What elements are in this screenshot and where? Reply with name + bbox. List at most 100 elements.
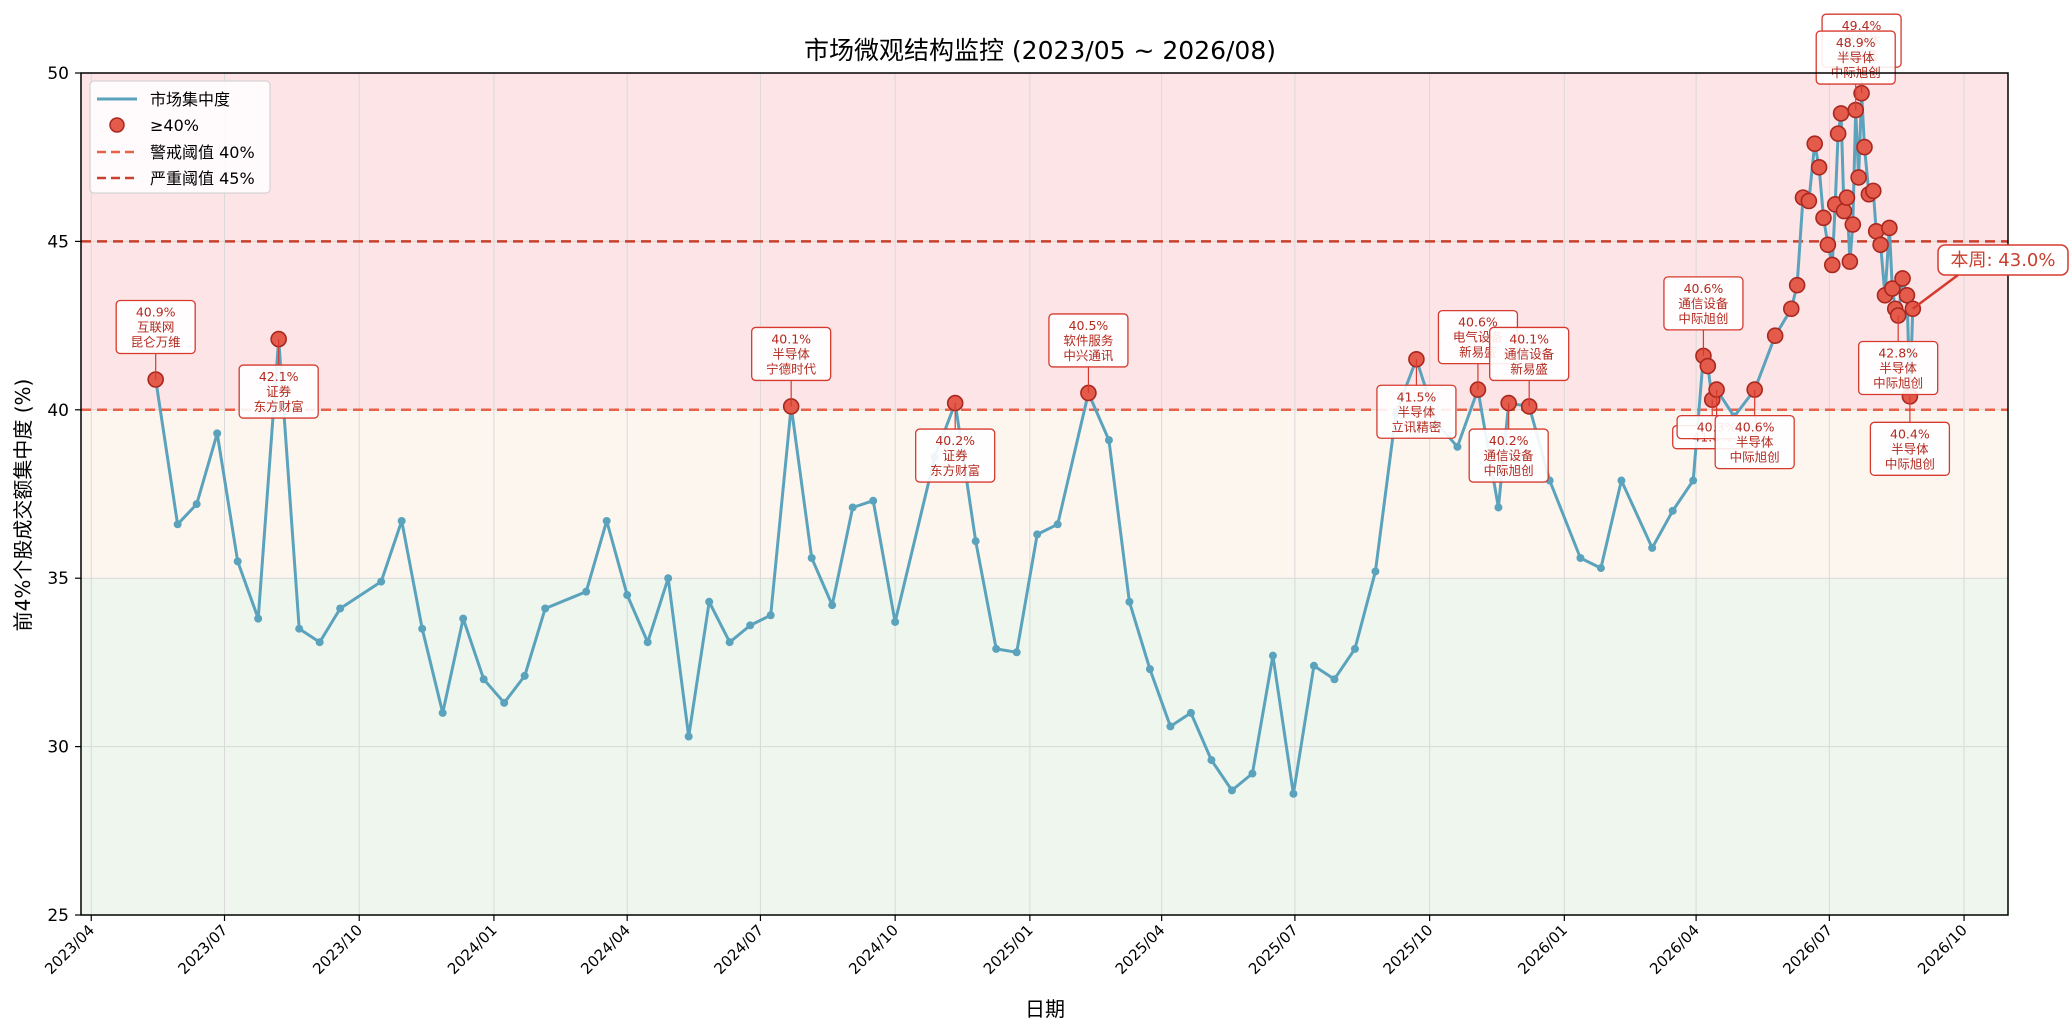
annotation-box <box>1858 340 1939 396</box>
data-point <box>520 671 529 680</box>
annotation-text: 半导体 <box>772 346 810 361</box>
annotation-text: 立讯精密 <box>1391 419 1441 434</box>
y-tick-label: 35 <box>47 569 69 589</box>
data-point <box>233 557 242 566</box>
data-point <box>377 577 386 586</box>
x-tick-label: 2025/04 <box>1112 921 1169 978</box>
annotation-text: 中际旭创 <box>1885 456 1935 471</box>
annotation-text: 49.4% <box>1842 18 1882 33</box>
annotation-box <box>238 364 319 419</box>
x-tick-label: 2025/07 <box>1245 921 1302 978</box>
x-tick-label: 2024/01 <box>444 921 501 978</box>
x-tick-label: 2025/01 <box>980 921 1037 978</box>
annotation-box <box>1714 414 1795 470</box>
annotation-text: 42.8% <box>1878 345 1918 360</box>
annotation-text: 40.9% <box>136 304 176 319</box>
data-point <box>746 621 755 630</box>
annotation-box <box>751 326 832 382</box>
annotation-text: 40.4% <box>1890 426 1930 441</box>
data-point <box>869 496 878 505</box>
data-point <box>1453 442 1462 451</box>
data-point <box>643 638 652 647</box>
annotation-text: 半导体 <box>1398 404 1436 419</box>
highlight-point <box>1841 253 1859 270</box>
annotation-box <box>115 299 196 355</box>
x-tick-label: 2024/07 <box>710 921 767 978</box>
annotation-box <box>1048 313 1129 368</box>
annotation-text: 互联网 <box>137 319 175 334</box>
data-point <box>1648 543 1657 552</box>
annotation-text: 中际旭创 <box>1484 463 1534 478</box>
data-point <box>418 624 427 633</box>
highlight-point <box>1894 270 1911 287</box>
data-point <box>1268 651 1277 660</box>
data-point <box>891 617 900 626</box>
annotation-text: 中际旭创 <box>1873 375 1923 390</box>
annotation-text: 新易盛 <box>1459 345 1497 360</box>
y-tick-label: 40 <box>47 401 69 421</box>
data-point <box>1145 665 1154 674</box>
data-point <box>664 574 673 583</box>
annotation-text: 40.6% <box>1735 420 1775 435</box>
legend-swatch-marker <box>109 117 125 133</box>
highlight-point <box>1810 159 1828 176</box>
highlight-point <box>1898 286 1916 304</box>
annotation-text: 通信设备 <box>1484 448 1535 463</box>
highlight-point <box>1856 138 1873 156</box>
data-point <box>1033 530 1042 539</box>
data-point <box>828 601 837 610</box>
data-point <box>295 624 304 633</box>
data-point <box>397 516 406 525</box>
highlight-point <box>1881 219 1898 237</box>
data-point <box>992 644 1001 653</box>
data-point <box>479 675 488 684</box>
annotation-text: 40.2% <box>935 433 975 448</box>
data-point <box>1330 675 1339 684</box>
annotation-text: 半导体 <box>1891 441 1929 456</box>
y-tick-label: 30 <box>47 738 69 758</box>
data-point <box>705 597 714 606</box>
plot-frame <box>80 72 2009 916</box>
y-tick-label: 25 <box>47 906 69 926</box>
data-point <box>1371 567 1380 576</box>
highlight-point <box>1766 327 1784 345</box>
x-tick-label: 2024/04 <box>577 921 634 978</box>
highlight-point <box>1806 135 1824 153</box>
highlight-point <box>1782 300 1800 318</box>
annotation-text: 中际旭创 <box>1730 450 1780 465</box>
data-point <box>1494 503 1503 512</box>
annotation-text: 40.1% <box>771 331 811 346</box>
annotation-box <box>1468 428 1549 483</box>
data-point <box>1617 476 1626 485</box>
background-zones <box>81 73 2008 915</box>
data-point <box>1125 597 1134 606</box>
annotation-text: 中兴通讯 <box>1063 348 1114 363</box>
data-point <box>1186 708 1195 717</box>
annotation-text: 40.1% <box>1509 331 1549 346</box>
data-point <box>807 553 816 562</box>
data-point <box>1289 789 1298 798</box>
data-point <box>1248 769 1257 778</box>
annotation-text: 42.1% <box>259 369 299 384</box>
data-point <box>1350 644 1359 653</box>
annotation-box <box>1815 30 1896 85</box>
highlight-point <box>1884 280 1901 297</box>
highlight-point <box>1823 256 1841 274</box>
threshold-lines <box>81 240 2008 412</box>
x-axis-label: 日期 <box>1025 997 1065 1021</box>
annotation-text: 40.5% <box>1069 318 1109 333</box>
highlight-point <box>1864 182 1882 200</box>
x-tick-label: 2026/01 <box>1514 921 1571 978</box>
annotation-text: 新易盛 <box>1510 361 1548 376</box>
data-point <box>438 708 447 717</box>
x-tick-label: 2023/04 <box>41 921 98 978</box>
